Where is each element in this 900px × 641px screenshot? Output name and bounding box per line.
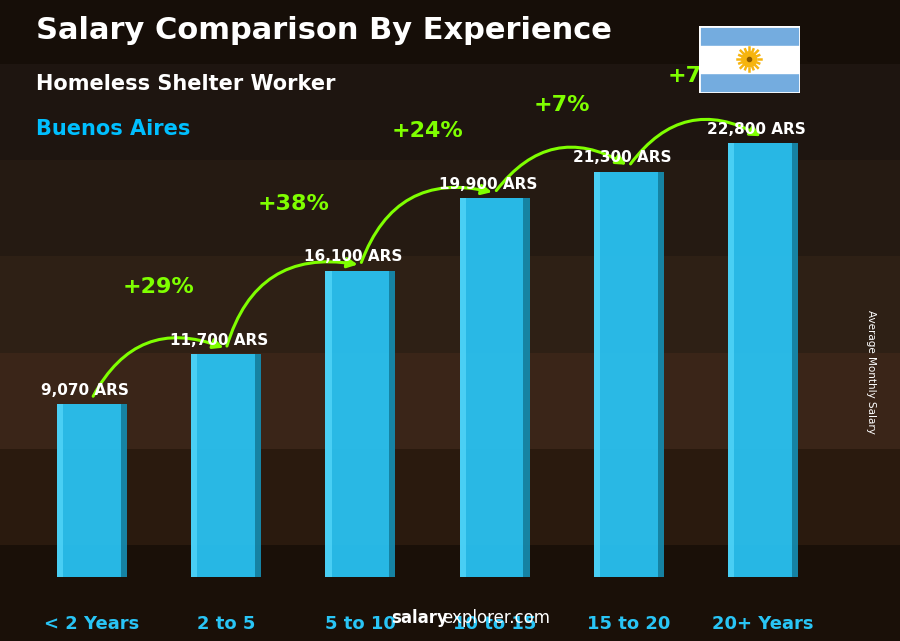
Text: +29%: +29% xyxy=(123,278,195,297)
Text: Buenos Aires: Buenos Aires xyxy=(36,119,191,138)
Bar xyxy=(326,271,331,577)
Bar xyxy=(728,144,798,577)
Text: +7%: +7% xyxy=(668,66,724,87)
Text: < 2 Years: < 2 Years xyxy=(44,615,140,633)
Bar xyxy=(524,199,529,577)
Circle shape xyxy=(742,52,757,67)
Bar xyxy=(460,199,529,577)
Text: explorer.com: explorer.com xyxy=(442,609,550,627)
Text: Average Monthly Salary: Average Monthly Salary xyxy=(866,310,877,434)
Bar xyxy=(255,354,261,577)
Bar xyxy=(728,144,734,577)
Bar xyxy=(658,172,664,577)
Text: 19,900 ARS: 19,900 ARS xyxy=(438,177,537,192)
Bar xyxy=(698,46,800,73)
Text: +7%: +7% xyxy=(534,95,590,115)
Text: 15 to 20: 15 to 20 xyxy=(587,615,670,633)
Text: Salary Comparison By Experience: Salary Comparison By Experience xyxy=(36,16,612,45)
Bar xyxy=(460,199,466,577)
Bar xyxy=(389,271,395,577)
Bar xyxy=(594,172,600,577)
Text: 9,070 ARS: 9,070 ARS xyxy=(41,383,129,398)
Text: +38%: +38% xyxy=(257,194,329,213)
Text: 16,100 ARS: 16,100 ARS xyxy=(304,249,403,264)
Bar xyxy=(191,354,197,577)
Bar xyxy=(698,26,800,46)
Text: 11,700 ARS: 11,700 ARS xyxy=(170,333,268,348)
Text: 5 to 10: 5 to 10 xyxy=(325,615,396,633)
Bar xyxy=(698,73,800,93)
Bar xyxy=(792,144,798,577)
Text: 21,300 ARS: 21,300 ARS xyxy=(573,150,671,165)
Text: salary: salary xyxy=(392,609,448,627)
Text: +24%: +24% xyxy=(392,121,464,142)
Text: 10 to 15: 10 to 15 xyxy=(453,615,536,633)
Bar xyxy=(121,404,127,577)
Bar xyxy=(57,404,127,577)
Text: 2 to 5: 2 to 5 xyxy=(197,615,256,633)
Text: 22,800 ARS: 22,800 ARS xyxy=(707,122,806,137)
Bar xyxy=(698,26,800,93)
Text: 20+ Years: 20+ Years xyxy=(713,615,814,633)
Bar xyxy=(594,172,664,577)
Bar xyxy=(57,404,63,577)
Text: Homeless Shelter Worker: Homeless Shelter Worker xyxy=(36,74,336,94)
Bar xyxy=(191,354,261,577)
Bar xyxy=(326,271,395,577)
